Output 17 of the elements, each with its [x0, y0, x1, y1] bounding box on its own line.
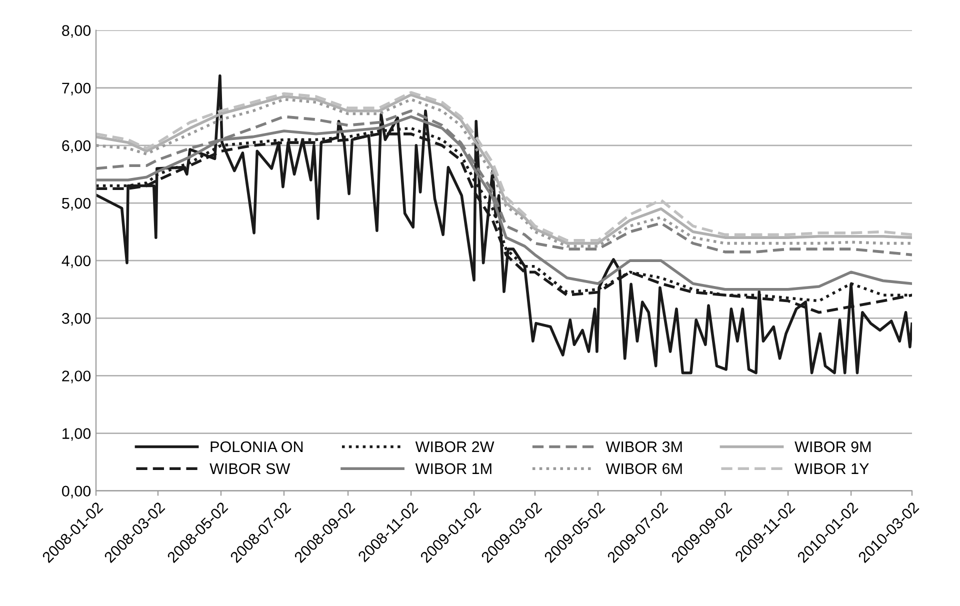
y-tick-label: 0,00: [62, 486, 91, 498]
legend-label: WIBOR 1M: [415, 463, 492, 474]
y-tick-label: 3,00: [62, 313, 91, 326]
y-tick-label: 6,00: [62, 140, 91, 153]
y-tick-label: 5,00: [62, 198, 91, 210]
legend-label: WIBOR 1Y: [794, 463, 869, 474]
y-tick-label: 4,00: [62, 255, 91, 268]
legend-label: WIBOR SW: [210, 463, 290, 474]
y-tick-label: 1,00: [62, 428, 91, 441]
y-tick-label: 7,00: [62, 82, 91, 96]
legend-label: WIBOR 6M: [606, 463, 682, 474]
legend-label: WIBOR 2W: [415, 441, 494, 452]
legend-label: WIBOR 3M: [606, 441, 682, 452]
legend-label: POLONIA ON: [210, 441, 303, 452]
y-tick-label: 8,00: [62, 25, 91, 38]
y-tick-label: 2,00: [62, 370, 91, 384]
legend-label: WIBOR 9M: [794, 441, 871, 452]
